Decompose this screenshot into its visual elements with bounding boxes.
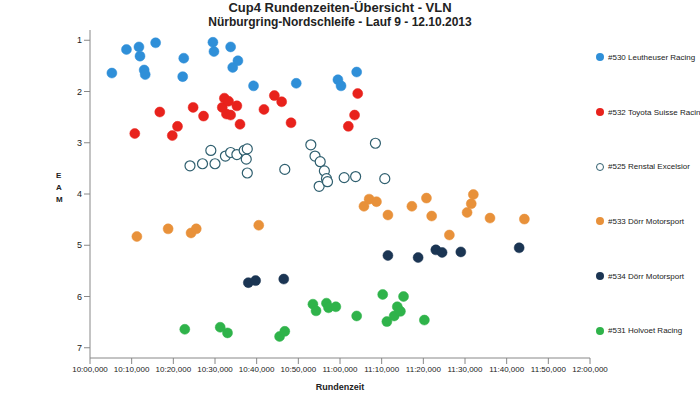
svg-text:10:40,000: 10:40,000 [239,365,275,374]
svg-text:11:10,000: 11:10,000 [364,365,400,374]
svg-text:Rundenzeit: Rundenzeit [316,382,365,392]
html-text:#531 Holvoet Racing: #531 Holvoet Racing [608,326,683,336]
html-text:#525 Renstal Excelsior: #525 Renstal Excelsior [608,162,690,172]
html-text:Nürburgring-Nordschleife - Lau: Nürburgring-Nordschleife - Lauf 9 - 12.1… [208,15,472,29]
svg-text:1: 1 [77,35,82,45]
html-text:E: E [56,171,62,180]
html-text:#530 Leutheuser Racing: #530 Leutheuser Racing [608,52,696,62]
html-text:Cup4 Rundenzeiten-Übersicht -: Cup4 Rundenzeiten-Übersicht - VLN [228,0,452,15]
svg-text:12:00,000: 12:00,000 [572,365,608,374]
svg-text:10:20,000: 10:20,000 [156,365,192,374]
svg-text:5: 5 [77,240,82,250]
svg-text:10:50,000: 10:50,000 [281,365,317,374]
svg-text:7: 7 [77,343,82,353]
html-text:#533 Dörr Motorsport: #533 Dörr Motorsport [608,216,684,226]
svg-text:4: 4 [77,189,82,199]
svg-text:11:30,000: 11:30,000 [448,365,484,374]
html-text:M: M [56,195,63,204]
html-text:A: A [56,183,62,192]
svg-text:10:10,000: 10:10,000 [114,365,150,374]
html-text:#534 Dörr Motorsport: #534 Dörr Motorsport [608,271,684,281]
svg-text:10:30,000: 10:30,000 [197,365,233,374]
svg-text:3: 3 [77,138,82,148]
svg-text:11:20,000: 11:20,000 [406,365,442,374]
svg-text:2: 2 [77,87,82,97]
svg-text:10:00,000: 10:00,000 [72,365,108,374]
svg-text:11:00,000: 11:00,000 [323,365,359,374]
svg-text:6: 6 [77,292,82,302]
svg-text:11:50,000: 11:50,000 [531,365,567,374]
svg-text:11:40,000: 11:40,000 [489,365,525,374]
